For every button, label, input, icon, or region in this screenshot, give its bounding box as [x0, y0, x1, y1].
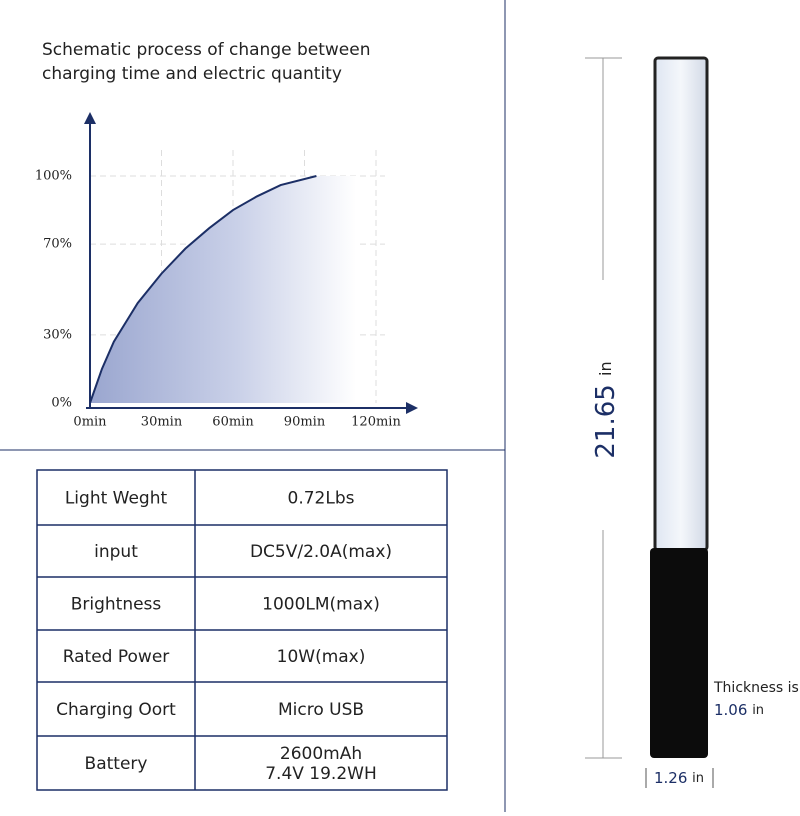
row-value: 0.72Lbs — [288, 489, 355, 509]
row-label: Battery — [85, 754, 148, 774]
axis-arrow — [406, 402, 418, 414]
row-label: Charging Oort — [56, 700, 176, 720]
row-label: input — [94, 542, 138, 562]
width-value: 1.26 — [654, 769, 687, 787]
x-tick-label: 120min — [351, 415, 401, 430]
row-value: 7.4V 19.2WH — [265, 764, 377, 784]
width: 1.26 in — [654, 769, 704, 787]
row-label: Brightness — [71, 595, 162, 615]
chart-title: charging time and electric quantity — [42, 64, 342, 84]
x-tick-label: 60min — [212, 415, 254, 430]
height-value: 21.65 — [591, 384, 621, 458]
y-tick-label: 70% — [43, 237, 72, 252]
row-label: Light Weght — [65, 489, 168, 509]
lamp-light — [653, 56, 709, 552]
x-tick-label: 30min — [141, 415, 183, 430]
x-tick-label: 0min — [73, 415, 107, 430]
width-unit: in — [692, 771, 704, 786]
y-tick-label: 30% — [43, 327, 72, 342]
row-value: 1000LM(max) — [262, 595, 380, 615]
row-label: Rated Power — [63, 647, 170, 667]
row-value: 2600mAh — [280, 744, 362, 764]
area — [90, 176, 357, 403]
thickness-unit: in — [752, 703, 764, 718]
row-value: DC5V/2.0A(max) — [250, 542, 392, 562]
thickness: 1.06 in — [714, 701, 764, 719]
y-tick-label: 0% — [51, 396, 72, 411]
chart-title: Schematic process of change between — [42, 40, 371, 60]
row-value: 10W(max) — [277, 647, 366, 667]
chart: 0% 30% 70% 100% 0min 30min 60min 90min 120min — [35, 150, 401, 430]
y-tick-label: 100% — [35, 169, 72, 184]
thickness-value: 1.06 — [714, 701, 747, 719]
line — [89, 175, 317, 404]
axis-arrow — [84, 112, 96, 124]
lamp-handle — [650, 548, 708, 758]
row-value: Micro USB — [278, 700, 364, 720]
height-label: 21.65 in — [591, 361, 621, 458]
height-unit: in — [596, 361, 615, 376]
spec-table: Light Weght 0.72Lbs input DC5V/2.0A(max) Bri… — [36, 469, 448, 791]
thickness-label: Thickness is — [713, 680, 799, 696]
x-tick-label: 90min — [284, 415, 326, 430]
